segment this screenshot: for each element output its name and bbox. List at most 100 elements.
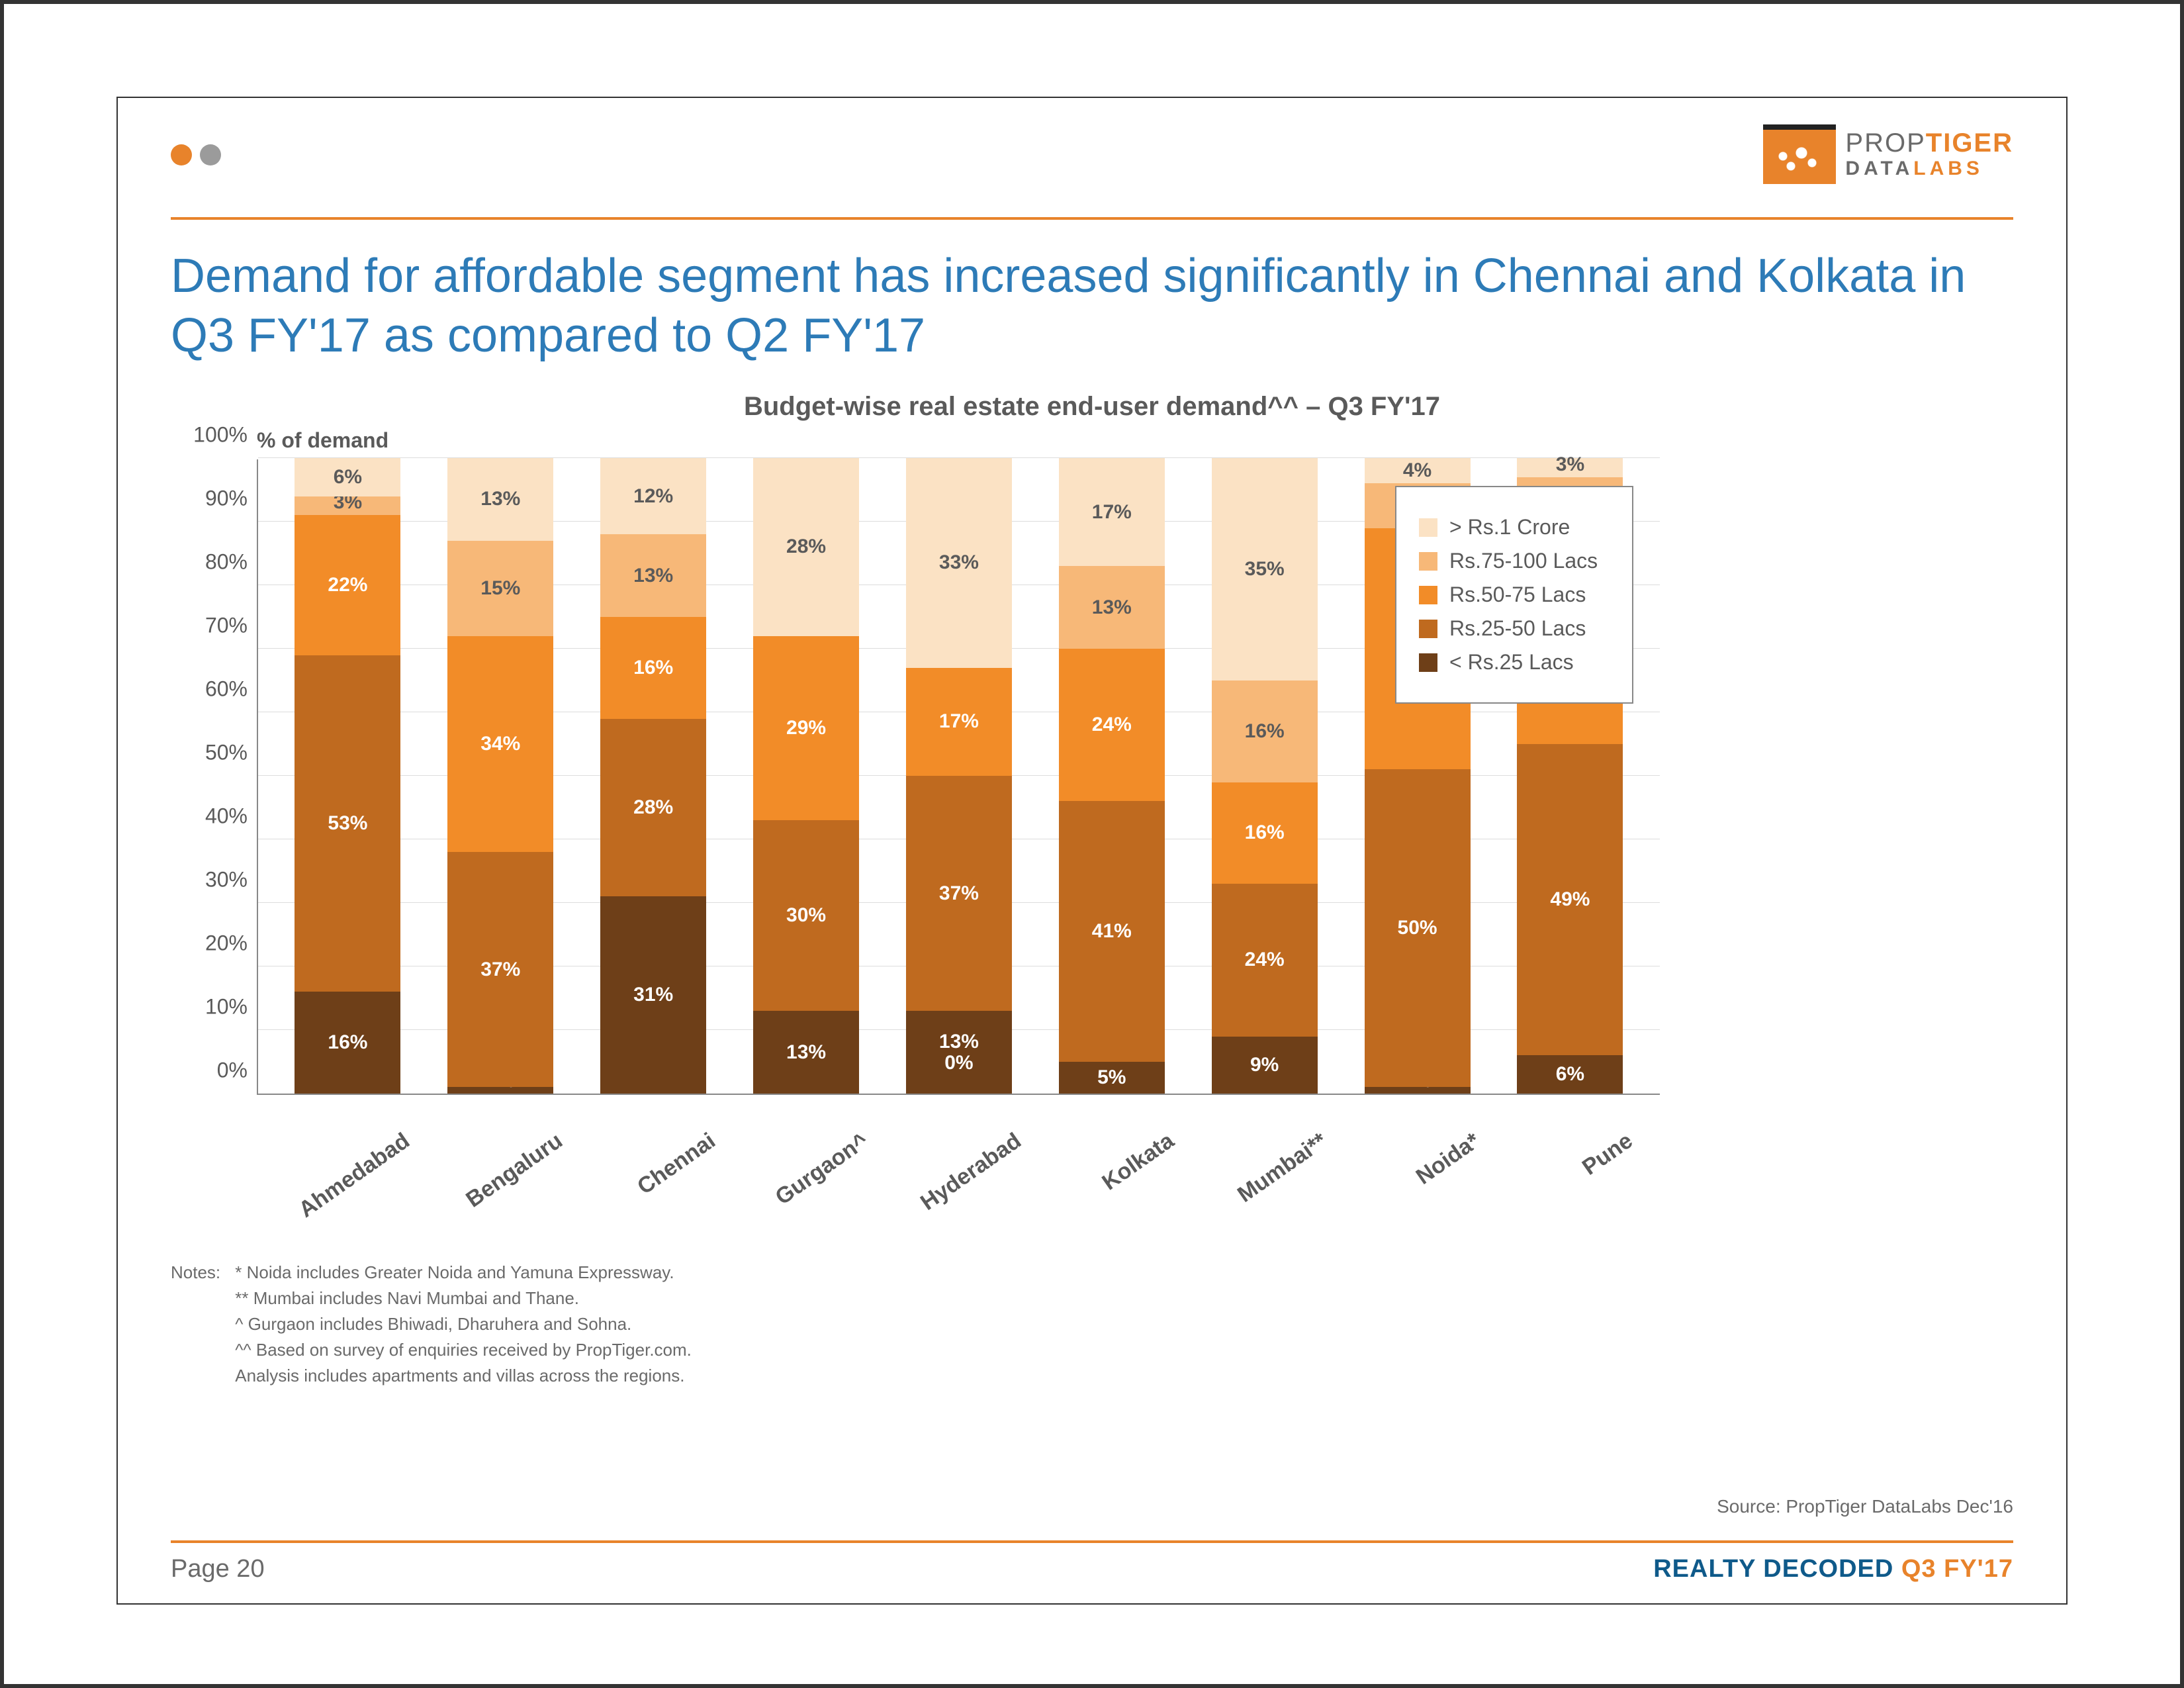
- bar-segment: 24%: [1212, 884, 1318, 1036]
- x-axis-labels: AhmedabadBengaluruChennaiGurgaon^Hyderab…: [257, 1095, 1660, 1154]
- bar-column: 31% 28% 16% 13% 12%: [600, 458, 706, 1094]
- legend-swatch: [1419, 586, 1437, 604]
- bar-segment: 12%: [600, 458, 706, 534]
- bar-segment: 22%: [295, 515, 400, 655]
- bar-segment: 3%: [1517, 458, 1623, 477]
- brand-line1-b: TIGER: [1926, 128, 2013, 158]
- bar: 1%37%34%15%13%: [447, 458, 553, 1094]
- source-text: Source: PropTiger DataLabs Dec'16: [1717, 1496, 2013, 1517]
- header-row: PROPTIGER DATALABS: [171, 124, 2013, 204]
- bar-segment: 28%: [753, 458, 859, 636]
- nav-dot-1: [171, 144, 192, 165]
- y-tick: 40%: [205, 804, 248, 829]
- bar-value-label: 17%: [939, 710, 979, 733]
- slide-title: Demand for affordable segment has increa…: [171, 246, 2013, 365]
- brand-logo-icon: [1763, 124, 1836, 184]
- bar: 31% 28% 16% 13% 12%: [600, 458, 706, 1094]
- bar-column: 9% 24% 16% 16% 35%: [1212, 458, 1318, 1094]
- chart-area: Budget-wise real estate end-user demand^…: [171, 392, 2013, 1154]
- y-tick: 50%: [205, 741, 248, 765]
- x-tick-label: Pune: [1515, 1128, 1638, 1225]
- bar-value-label: 22%: [328, 574, 367, 596]
- brand-line2-a: DATA: [1845, 158, 1913, 179]
- x-tick-label: Gurgaon^: [750, 1128, 873, 1225]
- bar-segment: 50%: [1365, 769, 1471, 1087]
- y-tick: 60%: [205, 677, 248, 702]
- legend-label: Rs.25-50 Lacs: [1449, 616, 1586, 641]
- plot: 16%53%22%3%6%1%37%34%15%13%31%28%16%13%1…: [257, 459, 1660, 1095]
- bar-value-label: 37%: [939, 882, 979, 905]
- y-tick: 80%: [205, 550, 248, 575]
- bar-segment: 49%: [1517, 744, 1623, 1055]
- x-tick-label: Hyderabad: [903, 1128, 1026, 1225]
- bar-segment: 13%: [447, 458, 553, 541]
- bar-value-label: 16%: [328, 1031, 367, 1054]
- bar-value-label: 6%: [334, 466, 362, 489]
- footer-title-a: REALTY DECODED: [1653, 1555, 1901, 1583]
- slide-inner: PROPTIGER DATALABS Demand for affordable…: [116, 97, 2068, 1605]
- footer-title-b: Q3 FY'17: [1901, 1555, 2013, 1583]
- bar-value-label: 49%: [1550, 888, 1590, 911]
- bar-value-label: 13% 0%: [939, 1031, 979, 1073]
- bar-value-label: 4%: [1403, 459, 1432, 482]
- bar-value-label: 33%: [939, 551, 979, 574]
- legend-swatch: [1419, 653, 1437, 672]
- x-tick-label: Kolkata: [1056, 1128, 1179, 1225]
- legend-label: Rs.75-100 Lacs: [1449, 549, 1598, 573]
- bar-value-label: 9%: [1250, 1054, 1279, 1076]
- bar-value-label: 13%: [1092, 596, 1132, 619]
- bar-segment: 33%: [906, 458, 1012, 668]
- bar: 5%41%24%13%17%: [1059, 458, 1165, 1094]
- bar-value-label: 31%: [633, 984, 673, 1006]
- bar-segment: 17%: [906, 668, 1012, 776]
- legend-swatch: [1419, 552, 1437, 571]
- bar-value-label: 30%: [786, 904, 826, 927]
- bar-segment: 29%: [753, 636, 859, 820]
- bar-value-label: 28%: [633, 796, 673, 819]
- legend-swatch: [1419, 518, 1437, 537]
- note-line: ** Mumbai includes Navi Mumbai and Thane…: [235, 1286, 692, 1311]
- nav-dot-2: [200, 144, 221, 165]
- legend-swatch: [1419, 620, 1437, 638]
- bar-value-label: 15%: [480, 577, 520, 600]
- page-frame: PROPTIGER DATALABS Demand for affordable…: [0, 0, 2184, 1688]
- bar-value-label: 28%: [786, 536, 826, 558]
- note-line: ^^ Based on survey of enquiries received…: [235, 1337, 692, 1363]
- bar-column: 13% 0%37%17%0%33%: [906, 458, 1012, 1094]
- y-tick: 90%: [205, 487, 248, 511]
- y-tick: 100%: [193, 423, 248, 447]
- bar-value-label: 16%: [1245, 720, 1285, 743]
- bar-segment: 16%: [295, 992, 400, 1094]
- brand-line1-a: PROP: [1845, 128, 1925, 158]
- chart-title: Budget-wise real estate end-user demand^…: [171, 392, 2013, 422]
- legend-item: Rs.75-100 Lacs: [1419, 549, 1610, 573]
- bar-segment: 6%: [1517, 1055, 1623, 1094]
- bar-value-label: 35%: [1245, 558, 1285, 581]
- x-tick-label: Noida*: [1361, 1128, 1484, 1225]
- legend-label: < Rs.25 Lacs: [1449, 650, 1574, 675]
- bar-segment: 16%: [1212, 782, 1318, 884]
- y-tick: 30%: [205, 868, 248, 892]
- bar-value-label: 16%: [633, 657, 673, 679]
- bar-segment: 31%: [600, 896, 706, 1094]
- bar: 13%30%29%28%: [753, 458, 859, 1094]
- legend-item: Rs.25-50 Lacs: [1419, 616, 1610, 641]
- bar-value-label: 13%: [480, 488, 520, 510]
- bar-segment: 24%: [1059, 649, 1165, 801]
- bar-segment: 9%: [1212, 1037, 1318, 1094]
- bar-value-label: 13%: [633, 565, 673, 587]
- page-number: Page 20: [171, 1555, 265, 1583]
- bar-column: 13%30%29%28%: [753, 458, 859, 1094]
- bar-segment: 41%: [1059, 801, 1165, 1062]
- note-line: Analysis includes apartments and villas …: [235, 1363, 692, 1389]
- bar-segment: 17%: [1059, 458, 1165, 566]
- bar: 16%53%22%3%6%: [295, 458, 400, 1094]
- y-axis: 0%10%20%30%40%50%60%70%80%90%100%: [171, 459, 257, 1095]
- plot-row: 0%10%20%30%40%50%60%70%80%90%100% 16%53%…: [171, 459, 2013, 1095]
- bar-value-label: 17%: [1092, 501, 1132, 524]
- note-line: * Noida includes Greater Noida and Yamun…: [235, 1260, 692, 1286]
- legend-item: Rs.50-75 Lacs: [1419, 583, 1610, 607]
- bar-segment: 37%: [447, 852, 553, 1087]
- bar-value-label: 24%: [1245, 949, 1285, 971]
- bar-segment: 16%: [1212, 680, 1318, 782]
